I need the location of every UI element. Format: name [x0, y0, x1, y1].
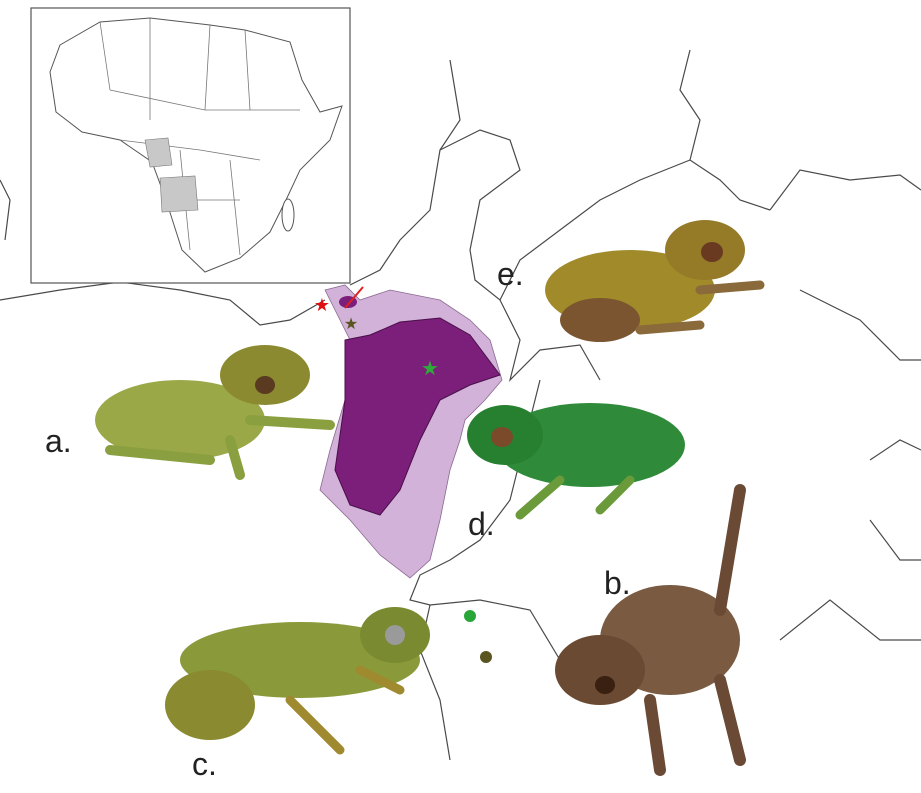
inset-map	[31, 8, 350, 283]
star: ★	[344, 316, 358, 333]
madagascar	[282, 199, 294, 231]
panel-label: c.	[192, 746, 217, 782]
page: {"panels": [{"label": "a."}, {"label": "…	[0, 0, 921, 793]
star: ★	[314, 295, 330, 315]
panel-label: a.	[45, 423, 72, 459]
locality-dot	[480, 651, 492, 663]
panel-label: e.	[497, 256, 524, 292]
panel-label: d.	[468, 506, 495, 542]
inset-region	[145, 138, 172, 167]
star: ★	[421, 358, 439, 380]
panel-label: b.	[604, 565, 631, 601]
figure: ★ ★ ★ a. b. c. d. e.	[0, 0, 921, 793]
inset-region	[160, 176, 198, 212]
locality-dot	[464, 610, 476, 622]
